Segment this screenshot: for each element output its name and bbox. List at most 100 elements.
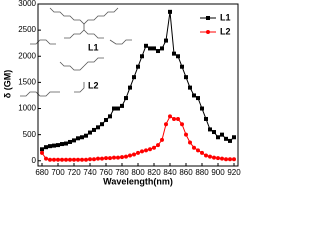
molecule-drawings [20,7,132,97]
data-point [144,43,148,48]
data-point [124,154,128,159]
data-point [128,153,132,158]
data-point [92,157,96,162]
data-point [152,46,156,51]
x-tick-label: 740 [83,168,97,177]
data-point [192,145,196,150]
data-point [148,46,152,51]
x-tick-label: 840 [163,168,177,177]
data-point [132,152,136,157]
data-point [112,155,116,160]
data-point [192,93,196,98]
data-point [196,148,200,153]
data-point [232,135,236,140]
data-point [232,157,236,162]
data-point [96,125,100,130]
y-tick-label: 0 [32,156,37,165]
y-tick-label: 500 [23,130,37,139]
data-point [224,136,228,141]
data-point [92,127,96,132]
structure-label: L2 [88,80,99,90]
data-point [160,46,164,51]
data-point [176,116,180,121]
data-point [52,157,56,162]
data-point [40,150,44,155]
data-point [72,157,76,162]
data-point [100,122,104,127]
data-point [176,54,180,59]
data-point [116,155,120,160]
data-point [56,143,60,148]
data-point [64,157,68,162]
legend-label: L1 [220,12,231,22]
data-point [160,137,164,142]
data-point [212,155,216,160]
data-point [224,157,228,162]
data-point [140,54,144,59]
data-point [88,157,92,162]
data-point [48,144,52,149]
data-point [180,64,184,69]
data-point [164,38,168,43]
data-point [168,114,172,119]
data-point [116,106,120,111]
data-point [200,150,204,155]
x-tick-label: 860 [179,168,193,177]
data-point [100,156,104,161]
data-point [84,133,88,138]
data-point [40,147,44,152]
data-point [216,135,220,140]
x-tick-label: 680 [35,168,49,177]
x-tick-label: 900 [211,168,225,177]
x-axis-label: Wavelength(nm) [103,176,173,186]
data-point [44,156,48,161]
legend-marker [206,16,210,20]
y-axis-label: δ (GM) [2,70,12,98]
data-point [84,157,88,162]
data-point [108,156,112,161]
x-tick-label: 800 [131,168,145,177]
data-point [156,143,160,148]
data-point [220,156,224,161]
data-point [196,96,200,101]
y-tick-label: 1000 [18,104,36,113]
data-point [128,85,132,90]
data-point [108,114,112,119]
data-point [228,138,232,143]
data-point [136,64,140,69]
data-point [204,153,208,158]
structure-label: L1 [88,42,99,52]
data-point [124,96,128,101]
data-point [204,116,208,121]
data-point [184,75,188,80]
data-point [64,141,68,146]
data-point [60,142,64,147]
data-point [76,136,80,141]
data-point [184,132,188,137]
data-point [220,132,224,137]
data-point [172,116,176,121]
data-point [52,143,56,148]
data-point [200,106,204,111]
data-point [120,103,124,108]
x-tick-label: 700 [51,168,65,177]
x-tick-label: 780 [115,168,129,177]
data-point [56,157,60,162]
legend-marker [206,30,210,34]
data-point [68,157,72,162]
data-point [208,127,212,132]
data-point [96,156,100,161]
data-point [148,147,152,152]
data-point [164,122,168,127]
y-tick-label: 1500 [18,77,36,86]
data-point [88,130,92,135]
data-point [140,149,144,154]
data-point [188,140,192,145]
data-point [188,85,192,90]
y-tick-label: 2500 [18,25,36,34]
chart: L1 L2 Wavelength(nm) δ (GM) 680 700 720 740… [2,0,241,186]
data-point [44,145,48,150]
data-point [172,51,176,56]
data-point [80,157,84,162]
x-tick-label: 760 [99,168,113,177]
